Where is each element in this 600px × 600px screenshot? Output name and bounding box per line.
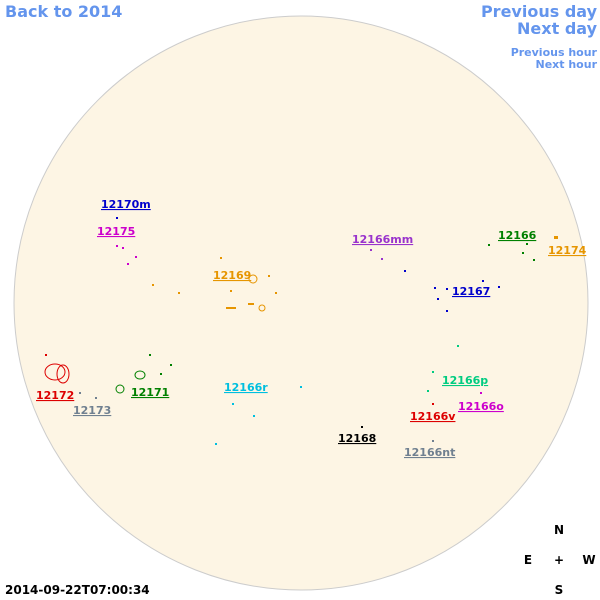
- region-label[interactable]: 12167: [452, 285, 490, 298]
- compass-center: +: [554, 553, 564, 567]
- region-label[interactable]: 12166v: [410, 410, 456, 423]
- region-label[interactable]: 12166r: [224, 381, 268, 394]
- back-link[interactable]: Back to 2014: [5, 2, 122, 21]
- compass-west: W: [582, 553, 595, 567]
- next-hour-link[interactable]: Next hour: [536, 58, 598, 71]
- compass-south: S: [555, 583, 564, 597]
- region-label[interactable]: 12170m: [101, 198, 151, 211]
- region-label[interactable]: 12169: [213, 269, 251, 282]
- compass-east: E: [524, 553, 532, 567]
- next-day-link[interactable]: Next day: [517, 19, 598, 38]
- region-label[interactable]: 12166mm: [352, 233, 413, 246]
- timestamp: 2014-09-22T07:00:34: [5, 583, 150, 597]
- region-label[interactable]: 12171: [131, 386, 169, 399]
- region-label[interactable]: 12166o: [458, 400, 504, 413]
- region-label[interactable]: 12166p: [442, 374, 488, 387]
- region-label[interactable]: 12172: [36, 389, 74, 402]
- previous-day-link[interactable]: Previous day: [481, 2, 598, 21]
- region-label[interactable]: 12173: [73, 404, 111, 417]
- compass-north: N: [554, 523, 564, 537]
- region-label[interactable]: 12166: [498, 229, 537, 242]
- previous-hour-link[interactable]: Previous hour: [511, 46, 598, 59]
- spots: [44, 217, 558, 445]
- region-label[interactable]: 12166nt: [404, 446, 455, 459]
- region-label[interactable]: 12175: [97, 225, 135, 238]
- solar-disk: [13, 15, 589, 591]
- region-label[interactable]: 12168: [338, 432, 376, 445]
- region-label[interactable]: 12174: [548, 244, 587, 257]
